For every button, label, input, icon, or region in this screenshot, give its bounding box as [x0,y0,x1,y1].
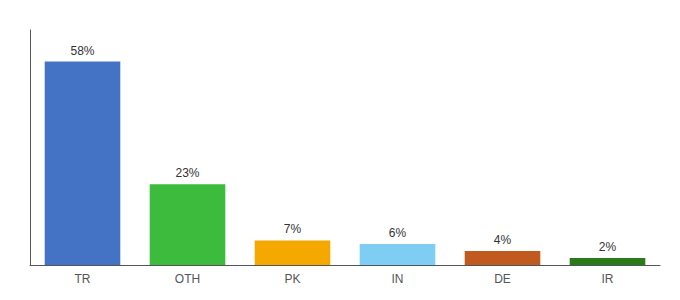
svg-text:TR: TR [75,272,91,286]
svg-text:7%: 7% [284,222,302,236]
svg-text:OTH: OTH [175,272,200,286]
svg-text:DE: DE [494,272,511,286]
svg-text:6%: 6% [389,226,407,240]
svg-text:IN: IN [392,272,404,286]
svg-text:2%: 2% [599,240,617,254]
svg-text:4%: 4% [494,233,512,247]
svg-text:IR: IR [602,272,614,286]
svg-text:58%: 58% [70,44,94,58]
svg-text:23%: 23% [175,166,199,180]
svg-text:PK: PK [284,272,300,286]
